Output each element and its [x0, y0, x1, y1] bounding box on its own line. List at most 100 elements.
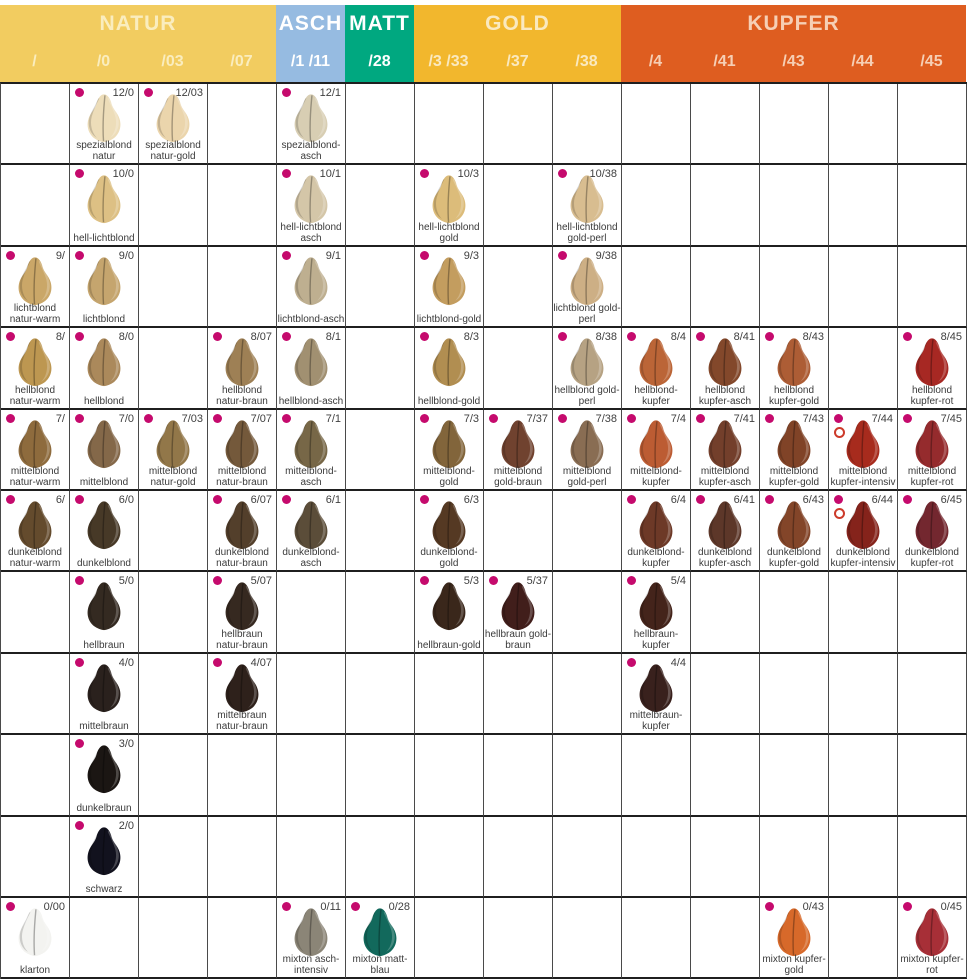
availability-dot-icon	[213, 413, 222, 423]
availability-dot-icon	[420, 413, 429, 423]
shade-name: mixton asch-intensiv	[282, 954, 340, 977]
hair-swatch	[632, 580, 680, 637]
availability-dot-icon	[351, 901, 360, 911]
availability-dot-icon	[282, 250, 291, 260]
swatch-cell: 5/07 hellbraun natur-braun	[208, 572, 277, 654]
swatch-cell: 3/0 dunkelbraun	[70, 735, 139, 817]
availability-dot-icon	[420, 494, 429, 504]
swatch-cell: 7/38 mittelblond gold-perl	[553, 409, 622, 491]
shade-name: hellblond kupfer-gold	[768, 384, 820, 407]
swatch-cell: 9/1 lichtblond-asch	[277, 246, 346, 329]
swatch-cell: 8/43 hellblond kupfer-gold	[760, 328, 829, 410]
shade-code: 8/41	[733, 331, 755, 344]
swatch-cell: 8/3 hellblond-gold	[415, 328, 484, 410]
hair-swatch	[356, 906, 404, 963]
hair-swatch	[770, 906, 818, 963]
swatch-cell: 6/43 dunkelblond kupfer-gold	[760, 490, 829, 573]
availability-dot-icon	[213, 332, 222, 342]
empty-cell	[139, 165, 208, 247]
shade-name: mittelblond natur-braun	[216, 465, 268, 488]
availability-dot-icon	[834, 494, 843, 504]
shade-code: 7/3	[463, 412, 479, 425]
empty-cell	[484, 490, 553, 573]
availability-dot-icon	[75, 657, 84, 667]
shade-name: mittelblond-gold	[423, 465, 475, 488]
shade-name: dunkelblond kupfer-intensiv	[830, 547, 896, 570]
shade-code: 8/4	[670, 331, 686, 344]
availability-dot-icon	[282, 494, 291, 504]
shade-code: 12/0	[112, 87, 134, 99]
availability-dot-icon	[696, 413, 705, 423]
hair-swatch	[494, 418, 542, 475]
empty-cell	[691, 572, 760, 654]
availability-dot-icon	[144, 88, 153, 97]
swatch-cell: 10/3 hell-lichtblond gold	[415, 165, 484, 247]
shade-name: hellblond-kupfer	[634, 384, 678, 407]
empty-cell	[415, 84, 484, 166]
availability-dot-icon	[282, 901, 291, 911]
empty-cell	[829, 653, 898, 736]
hair-swatch	[632, 418, 680, 475]
shade-name: mittelbraun-kupfer	[629, 710, 683, 733]
shade-name: spezialblond natur	[76, 140, 132, 163]
shade-name: hell-lichtblond gold-perl	[556, 221, 618, 244]
shade-code: 6/4	[670, 493, 686, 506]
empty-cell	[277, 816, 346, 898]
empty-cell	[484, 816, 553, 898]
availability-dot-icon	[627, 657, 636, 667]
hair-swatch	[632, 662, 680, 719]
shade-code: 7/	[55, 412, 65, 425]
swatch-cell: 9/38 lichtblond gold-perl	[553, 246, 622, 329]
hair-swatch	[11, 499, 59, 556]
swatch-cell: 7/44 mittelblond kupfer-intensiv	[829, 409, 898, 491]
shade-name: lichtblond	[82, 314, 126, 326]
swatch-cell: 9/0 lichtblond	[70, 246, 139, 329]
shade-code: 8/	[55, 331, 65, 344]
column-code-header: /3 /33	[414, 42, 483, 82]
availability-dot-icon	[282, 413, 291, 423]
empty-cell	[1, 735, 70, 817]
empty-cell	[898, 246, 967, 329]
empty-cell	[208, 897, 277, 979]
shade-code: 9/1	[325, 249, 341, 262]
column-code-header-row: //0/03/07/1 /11/28/3 /33/37/38/4/41/43/4…	[0, 42, 966, 82]
column-group-label: MATT	[349, 11, 410, 35]
hair-swatch	[287, 255, 335, 312]
availability-dot-icon	[558, 413, 567, 423]
empty-cell	[760, 165, 829, 247]
shade-code: 7/4	[670, 412, 686, 425]
hair-swatch	[11, 255, 59, 312]
shade-name: dunkelblond-kupfer	[627, 547, 685, 570]
swatch-cell: 6/1 dunkelblond-asch	[277, 490, 346, 573]
hair-swatch	[287, 173, 335, 230]
availability-dot-icon	[696, 494, 705, 504]
availability-dot-icon	[696, 332, 705, 342]
shade-name: spezialblond natur-gold	[145, 140, 201, 163]
shade-name: mittelbraun	[79, 721, 129, 733]
empty-cell	[139, 897, 208, 979]
shade-code: 7/0	[118, 412, 134, 425]
hair-swatch	[11, 906, 59, 963]
availability-dot-icon	[903, 901, 912, 911]
column-group-label: GOLD	[485, 11, 550, 35]
column-code-header: /38	[552, 42, 621, 82]
empty-cell	[829, 246, 898, 329]
empty-cell	[139, 246, 208, 329]
shade-code: 0/11	[320, 900, 341, 913]
shade-name: dunkelblond	[77, 558, 131, 570]
availability-dot-icon	[765, 413, 774, 423]
shade-code: 0/00	[43, 900, 65, 913]
shade-code: 8/38	[595, 331, 617, 344]
availability-dot-icon	[489, 576, 498, 586]
column-code-header: /41	[690, 42, 759, 82]
availability-dot-icon	[903, 413, 912, 423]
shade-name: mittelblond-kupfer	[630, 465, 682, 488]
empty-cell	[139, 572, 208, 654]
hair-swatch	[11, 336, 59, 393]
empty-cell	[346, 328, 415, 410]
availability-dot-icon	[75, 169, 84, 179]
shade-code: 6/43	[802, 493, 824, 506]
empty-cell	[208, 84, 277, 166]
hair-swatch	[80, 92, 128, 149]
availability-dot-icon	[627, 413, 636, 423]
